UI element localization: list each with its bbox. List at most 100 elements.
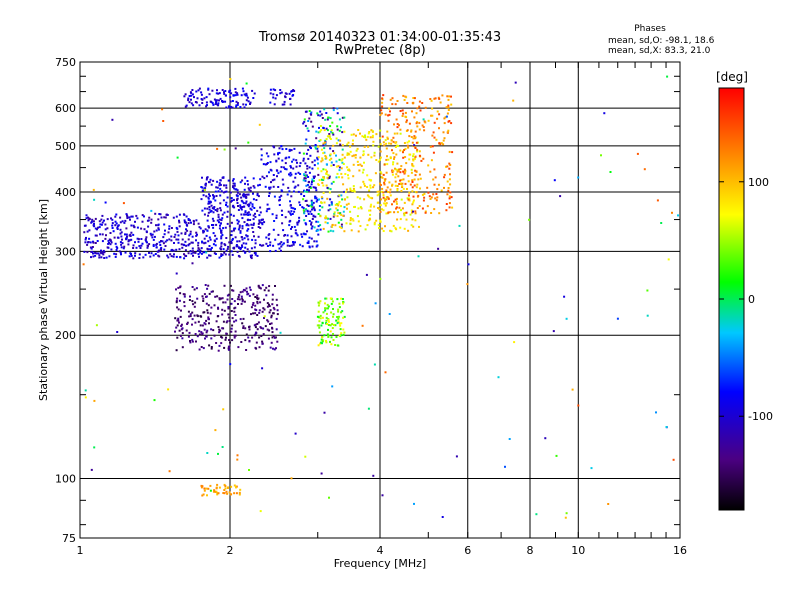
data-point xyxy=(280,209,283,212)
data-point xyxy=(424,106,427,109)
data-point xyxy=(391,103,394,106)
data-point xyxy=(329,208,332,211)
data-point xyxy=(130,215,133,218)
data-point xyxy=(321,157,324,160)
data-point xyxy=(406,129,409,132)
data-point xyxy=(202,189,205,192)
data-point xyxy=(245,349,248,351)
data-point xyxy=(397,169,399,172)
data-point xyxy=(232,179,234,182)
data-point xyxy=(227,245,230,248)
data-point xyxy=(340,213,343,216)
data-point xyxy=(317,233,320,236)
data-point xyxy=(272,96,275,99)
data-point xyxy=(141,242,144,245)
data-point xyxy=(298,219,301,222)
data-point xyxy=(335,336,338,338)
data-point xyxy=(401,182,404,185)
data-point xyxy=(441,516,444,518)
data-point xyxy=(272,347,274,350)
data-point xyxy=(319,114,322,117)
data-point xyxy=(247,224,250,227)
data-point xyxy=(322,311,325,314)
data-point xyxy=(256,296,258,299)
data-point xyxy=(226,294,229,297)
data-point xyxy=(267,155,270,158)
data-point xyxy=(340,167,343,170)
data-point xyxy=(224,94,227,97)
data-point xyxy=(272,185,275,188)
data-point xyxy=(251,303,254,306)
data-point xyxy=(208,292,211,295)
data-point xyxy=(107,242,110,245)
data-point xyxy=(152,243,155,246)
legend-title: Phases xyxy=(634,24,666,34)
data-point xyxy=(288,244,291,247)
data-point xyxy=(399,149,402,152)
data-point xyxy=(203,207,206,210)
data-point xyxy=(342,333,345,336)
data-point xyxy=(168,238,171,241)
data-point xyxy=(413,157,416,160)
data-point xyxy=(252,185,255,188)
data-point xyxy=(419,109,422,112)
data-point xyxy=(213,195,216,198)
data-point xyxy=(242,193,245,196)
data-point xyxy=(410,171,413,174)
data-point xyxy=(334,203,337,206)
data-point xyxy=(254,312,257,315)
data-point xyxy=(321,159,324,162)
data-point xyxy=(213,490,216,493)
data-point xyxy=(418,154,421,157)
data-point xyxy=(352,185,355,188)
data-point xyxy=(367,132,370,135)
data-point xyxy=(245,193,248,196)
data-point xyxy=(197,222,200,225)
data-point xyxy=(247,183,249,186)
data-point xyxy=(251,89,254,92)
data-point xyxy=(424,121,427,124)
data-point xyxy=(204,337,206,340)
x-tick-label: 4 xyxy=(377,544,384,557)
data-point xyxy=(105,234,107,237)
data-point xyxy=(577,404,580,407)
data-point xyxy=(93,222,95,225)
data-point xyxy=(239,248,242,251)
data-point xyxy=(231,199,233,202)
data-point xyxy=(336,209,339,212)
data-point xyxy=(186,229,189,232)
data-point xyxy=(406,141,409,144)
data-point xyxy=(318,326,321,329)
data-point xyxy=(342,316,345,319)
data-point xyxy=(333,324,335,326)
data-point xyxy=(177,234,180,237)
data-point xyxy=(310,237,313,240)
data-point xyxy=(290,173,293,176)
data-point xyxy=(211,89,214,92)
data-point xyxy=(244,246,247,249)
data-point xyxy=(232,214,235,217)
data-point xyxy=(101,240,104,243)
data-point xyxy=(449,164,452,166)
data-point xyxy=(324,118,327,121)
data-point xyxy=(318,331,321,334)
data-point xyxy=(93,225,96,228)
data-point xyxy=(405,162,408,165)
data-point xyxy=(212,329,215,332)
data-point xyxy=(302,209,305,212)
data-point xyxy=(210,347,213,350)
data-point xyxy=(403,168,406,171)
data-point xyxy=(343,230,346,233)
data-point xyxy=(387,191,390,193)
data-point xyxy=(237,303,239,305)
data-point xyxy=(147,219,150,222)
data-point xyxy=(391,171,394,174)
grid-lines xyxy=(80,62,680,538)
data-point xyxy=(197,241,200,244)
data-point xyxy=(341,158,344,161)
data-point xyxy=(294,241,296,244)
data-point xyxy=(221,176,224,179)
data-point xyxy=(363,198,366,201)
data-point xyxy=(191,235,194,238)
